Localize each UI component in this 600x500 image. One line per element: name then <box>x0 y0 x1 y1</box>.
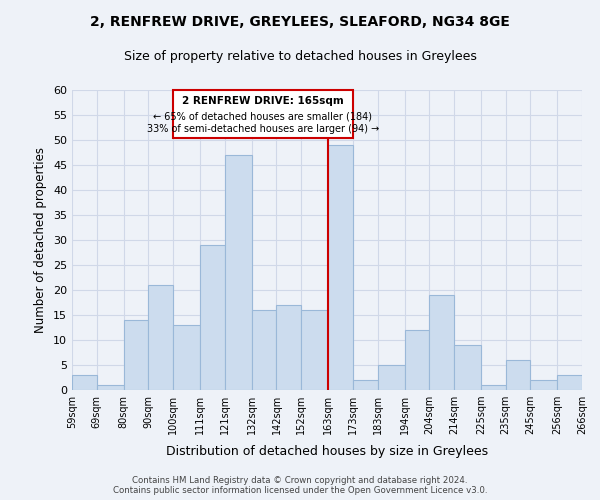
Bar <box>301 310 328 390</box>
Bar <box>429 295 454 390</box>
FancyBboxPatch shape <box>173 90 353 138</box>
Text: 2 RENFREW DRIVE: 165sqm: 2 RENFREW DRIVE: 165sqm <box>182 96 344 106</box>
Text: Size of property relative to detached houses in Greylees: Size of property relative to detached ho… <box>124 50 476 63</box>
Bar <box>404 330 429 390</box>
Bar <box>72 375 97 390</box>
Bar <box>277 305 301 390</box>
Bar <box>481 385 506 390</box>
Text: 33% of semi-detached houses are larger (94) →: 33% of semi-detached houses are larger (… <box>147 124 379 134</box>
Text: 2, RENFREW DRIVE, GREYLEES, SLEAFORD, NG34 8GE: 2, RENFREW DRIVE, GREYLEES, SLEAFORD, NG… <box>90 15 510 29</box>
Text: ← 65% of detached houses are smaller (184): ← 65% of detached houses are smaller (18… <box>154 112 373 122</box>
Bar <box>454 345 481 390</box>
Bar <box>200 245 225 390</box>
Bar <box>530 380 557 390</box>
Bar <box>225 155 252 390</box>
Bar <box>353 380 377 390</box>
Bar <box>557 375 582 390</box>
Bar <box>124 320 148 390</box>
Y-axis label: Number of detached properties: Number of detached properties <box>34 147 47 333</box>
Bar <box>328 145 353 390</box>
Bar <box>377 365 404 390</box>
Bar <box>97 385 124 390</box>
Bar <box>148 285 173 390</box>
Bar <box>506 360 530 390</box>
Text: Contains HM Land Registry data © Crown copyright and database right 2024.
Contai: Contains HM Land Registry data © Crown c… <box>113 476 487 495</box>
X-axis label: Distribution of detached houses by size in Greylees: Distribution of detached houses by size … <box>166 446 488 458</box>
Bar <box>252 310 277 390</box>
Bar <box>173 325 200 390</box>
